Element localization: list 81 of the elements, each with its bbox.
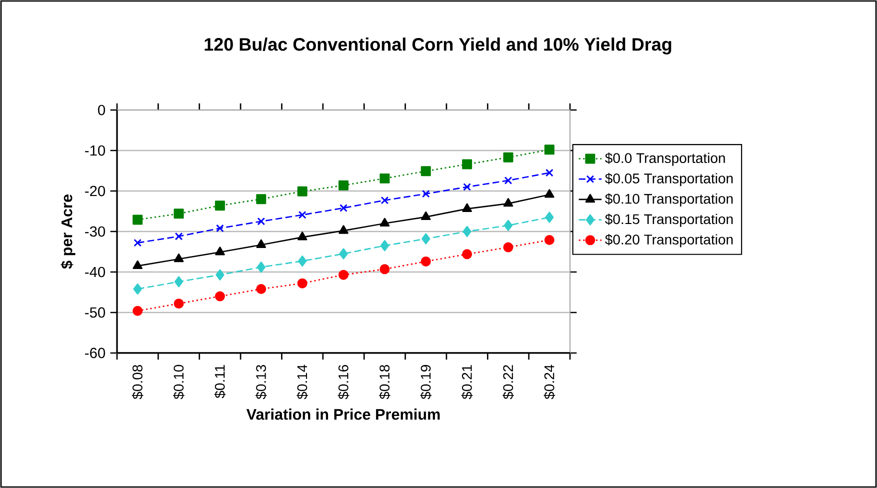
point (256, 194, 266, 204)
x-tick-label: $0.11 (214, 365, 226, 398)
point (297, 278, 308, 288)
point (463, 183, 471, 191)
point (503, 242, 514, 252)
point (174, 232, 183, 240)
point (174, 298, 184, 309)
point (297, 232, 308, 240)
point (174, 276, 184, 288)
point (420, 256, 431, 266)
legend-label: $0.0 Transportation (605, 152, 725, 166)
point (174, 253, 184, 262)
point (257, 217, 266, 226)
legend-label: $0.15 Transportation (605, 214, 733, 227)
point (338, 270, 349, 280)
legend-label: $0.05 Transportation (605, 172, 733, 186)
point (256, 262, 266, 273)
point (503, 152, 514, 162)
point (214, 200, 225, 211)
point (380, 240, 390, 252)
point (380, 196, 389, 204)
point (297, 186, 308, 196)
point (216, 269, 224, 280)
point (132, 214, 143, 225)
point (380, 264, 390, 274)
point (132, 306, 143, 316)
point (545, 212, 554, 223)
x-tick-label: $0.18 (379, 364, 390, 400)
point (339, 248, 348, 260)
point (256, 239, 266, 248)
point (503, 198, 514, 207)
point (132, 260, 142, 270)
point (544, 144, 554, 155)
y-tick-label: -20 (85, 186, 106, 196)
point (215, 246, 225, 256)
point (174, 208, 184, 219)
point (462, 203, 472, 212)
point (298, 210, 306, 219)
point (504, 176, 512, 184)
y-tick-label: 0 (98, 104, 106, 116)
point (214, 291, 225, 302)
y-tick-label: -30 (85, 226, 106, 237)
x-tick-label: $0.24 (544, 364, 556, 400)
point (462, 159, 472, 170)
point (462, 226, 472, 238)
point (134, 238, 142, 247)
point (544, 189, 554, 198)
point (545, 168, 554, 177)
point (298, 256, 307, 267)
point (256, 284, 266, 294)
legend-label: $0.20 Transportation (605, 234, 733, 248)
point (504, 220, 513, 231)
y-tick-label: -50 (85, 307, 106, 318)
point (422, 190, 430, 198)
x-axis-title: Variation in Price Premium (246, 408, 440, 420)
point (544, 234, 554, 245)
y-tick-label: -40 (85, 266, 106, 278)
point (420, 211, 431, 220)
point (462, 249, 472, 260)
x-tick-label: $0.14 (296, 364, 308, 400)
point (340, 204, 348, 212)
x-tick-label: $0.19 (420, 365, 432, 400)
y-tick-label: -10 (85, 145, 106, 156)
x-tick-label: $0.16 (338, 364, 350, 400)
x-tick-label: $0.22 (502, 365, 514, 400)
y-tick-label: -60 (85, 348, 106, 358)
legend-label: $0.10 Transportation (605, 193, 733, 207)
x-tick-label: $0.10 (173, 364, 184, 400)
y-axis-title: $ per Acre (60, 194, 76, 269)
x-tick-label: $0.21 (461, 365, 473, 400)
point (380, 173, 390, 184)
point (216, 224, 224, 232)
point (338, 180, 349, 190)
chart-title: 120 Bu/ac Conventional Corn Yield and 10% Yield Drag (204, 38, 672, 54)
x-tick-label: $0.08 (132, 364, 144, 400)
point (133, 283, 142, 295)
x-tick-label: $0.13 (255, 364, 267, 400)
point (420, 166, 431, 176)
point (338, 225, 348, 234)
point (380, 218, 390, 227)
point (422, 233, 430, 244)
